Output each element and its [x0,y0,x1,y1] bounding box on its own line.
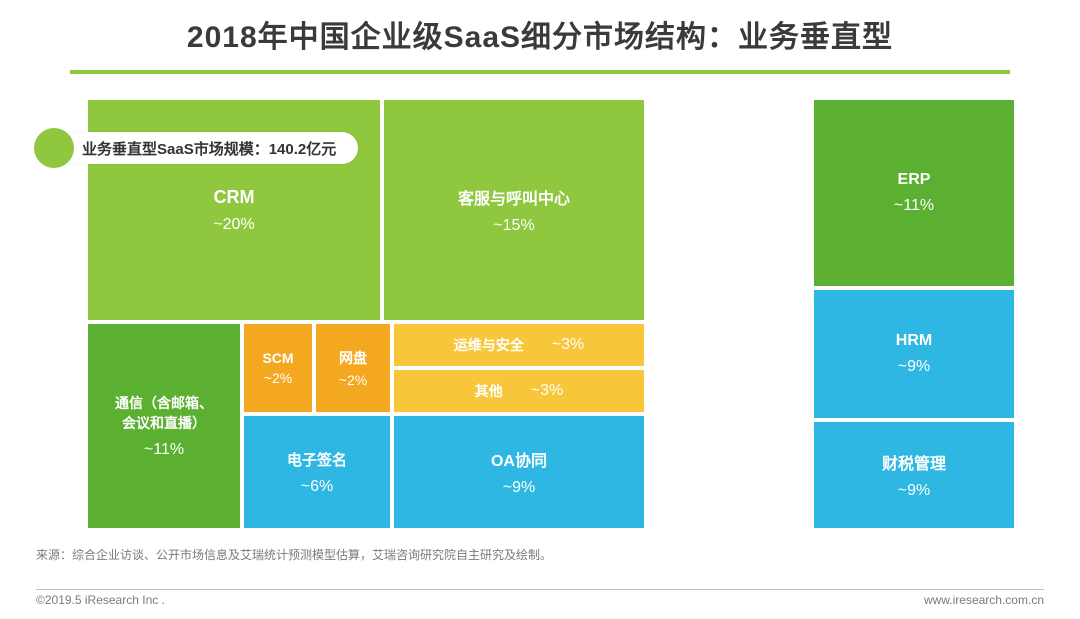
legend-pill: 业务垂直型SaaS市场规模：140.2亿元 [34,128,358,168]
tile-value: ~6% [301,478,333,496]
site-url-text: www.iresearch.com.cn [924,593,1044,607]
copyright-text: ©2019.5 iResearch Inc . [36,593,165,607]
tile-value: ~9% [503,479,535,497]
treemap-tile-callctr: 客服与呼叫中心 ~15% [382,98,646,322]
source-note: 来源：综合企业访谈、公开市场信息及艾瑞统计预测模型估算，艾瑞咨询研究院自主研究及… [36,546,552,563]
tile-value: ~2% [264,370,292,386]
legend-dot-icon [34,128,74,168]
tile-value: ~3% [552,336,584,354]
tile-value: ~9% [898,482,930,500]
tile-label: 运维与安全 [454,335,524,355]
title-underline [70,70,1010,74]
tile-value: ~20% [213,216,254,234]
footer-divider [36,589,1044,590]
tile-value: ~11% [144,441,184,459]
treemap-tile-oa: OA协同 ~9% [392,414,646,530]
page-title: 2018年中国企业级SaaS细分市场结构：业务垂直型 [0,0,1080,57]
tile-value: ~9% [898,358,930,376]
tile-label: 客服与呼叫中心 [458,185,570,209]
treemap-tile-erp: ERP ~11% [812,98,1016,288]
treemap-tile-ops: 运维与安全 ~3% [392,322,646,368]
treemap-tile-esign: 电子签名 ~6% [242,414,392,530]
tile-value: ~11% [894,197,934,215]
tile-label: 其他 [475,381,503,401]
tile-label: 网盘 [339,348,367,368]
treemap-tile-other: 其他 ~3% [392,368,646,414]
tile-label: ERP [898,171,931,189]
treemap-tile-fintax: 财税管理 ~9% [812,420,1016,530]
tile-value: ~3% [531,382,563,400]
tile-label: OA协同 [491,447,547,471]
treemap-tile-comm: 通信（含邮箱、会议和直播） ~11% [86,322,242,530]
tile-label: CRM [214,187,255,208]
tile-value: ~2% [339,372,367,388]
tile-label: 通信（含邮箱、会议和直播） [115,393,213,433]
tile-value: ~15% [493,217,534,235]
footer: ©2019.5 iResearch Inc . www.iresearch.co… [0,589,1080,609]
page-root: 2018年中国企业级SaaS细分市场结构：业务垂直型 业务垂直型SaaS市场规模… [0,0,1080,619]
treemap-tile-hrm: HRM ~9% [812,288,1016,420]
tile-label: HRM [896,332,932,350]
tile-label: 财税管理 [882,450,946,474]
tile-label: SCM [262,350,293,366]
legend-pill-text: 业务垂直型SaaS市场规模：140.2亿元 [60,132,358,164]
treemap-tile-netdisk: 网盘 ~2% [314,322,392,414]
treemap-tile-scm: SCM ~2% [242,322,314,414]
tile-label: 电子签名 [287,449,347,470]
title-block: 2018年中国企业级SaaS细分市场结构：业务垂直型 [0,0,1080,80]
